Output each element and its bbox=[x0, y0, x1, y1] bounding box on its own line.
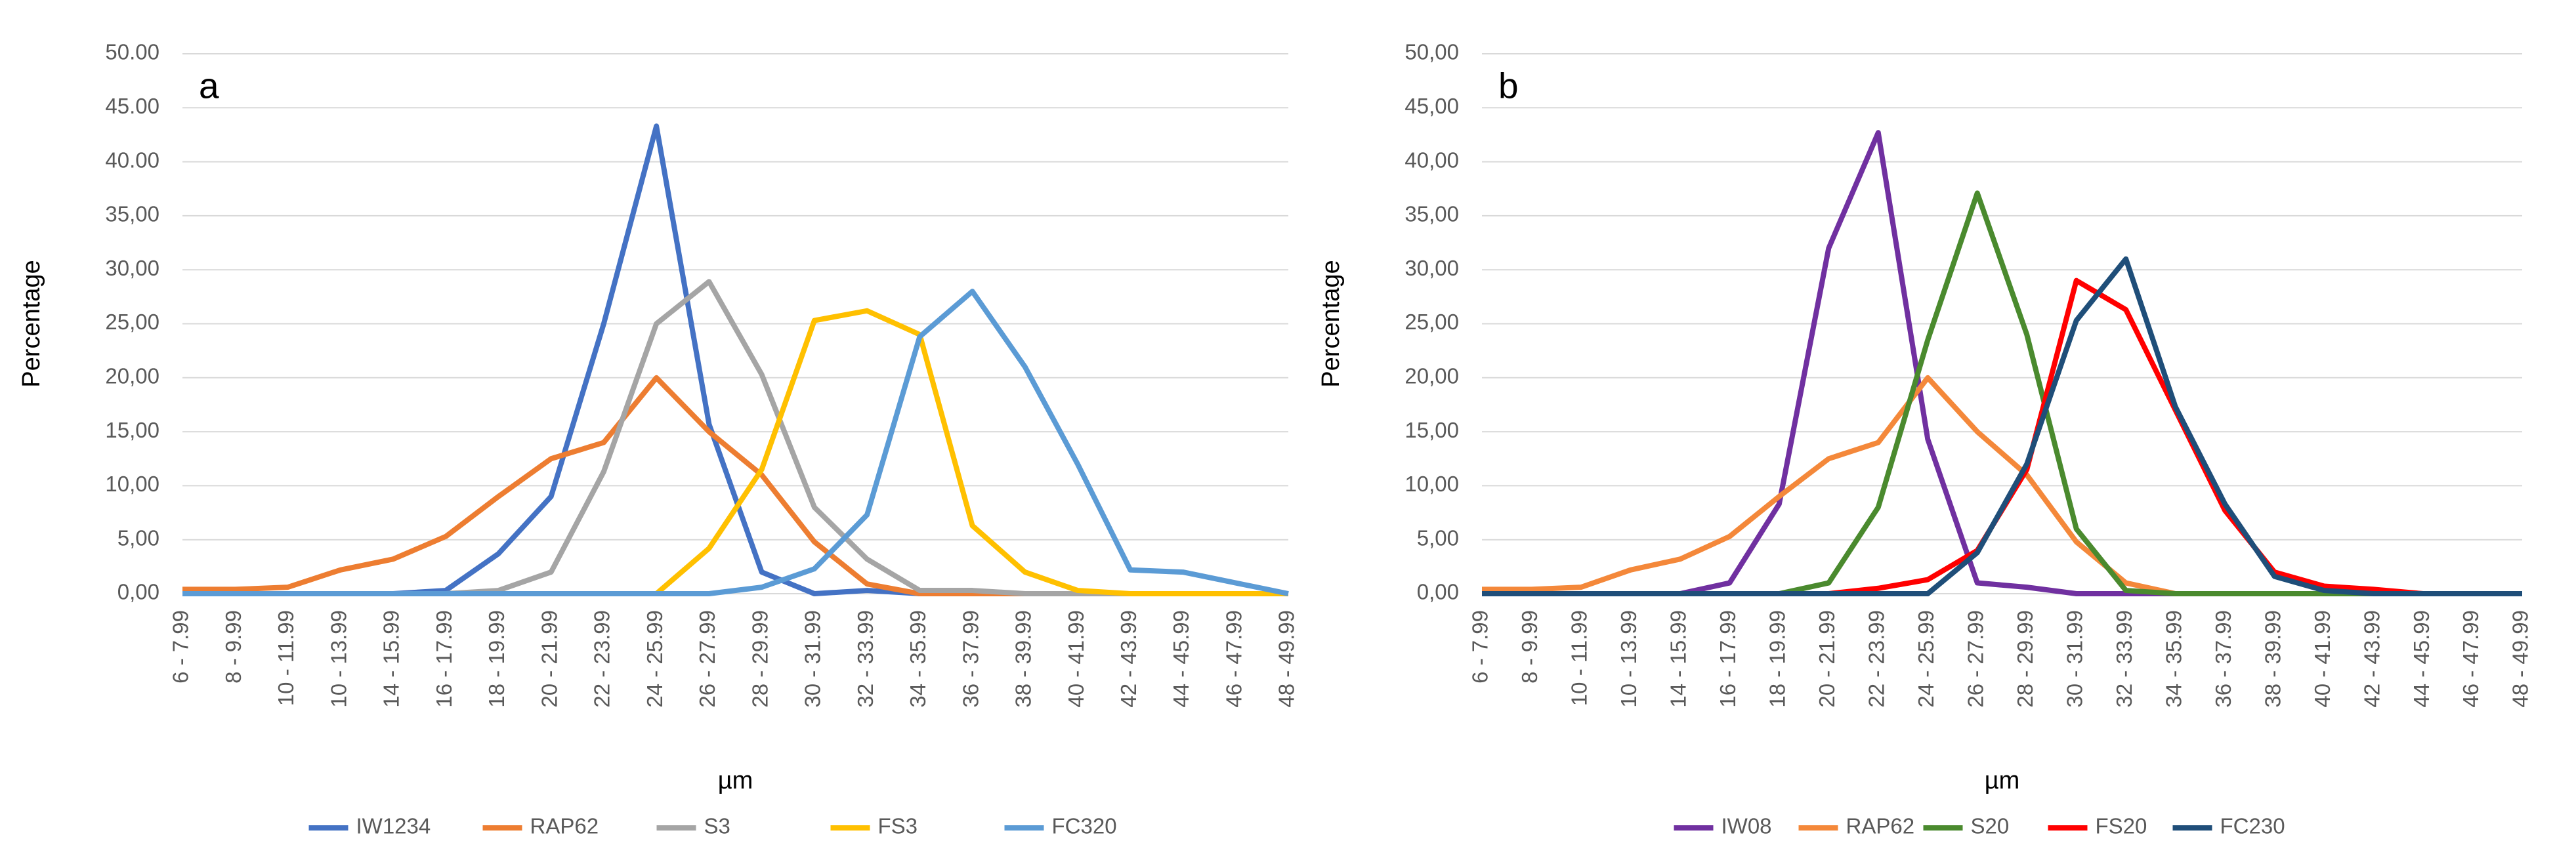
x-tick-label: 18 - 19.99 bbox=[484, 610, 509, 708]
series-line bbox=[1482, 130, 2522, 596]
y-tick-label: 20,00 bbox=[1404, 364, 1459, 388]
series-line bbox=[182, 279, 1288, 596]
x-tick-label: 36 - 37.99 bbox=[958, 610, 982, 708]
x-tick-label: 22 - 23.99 bbox=[590, 610, 614, 708]
y-tick-label: 40,00 bbox=[1404, 148, 1459, 172]
x-tick-label: 16 - 17.99 bbox=[432, 610, 456, 708]
x-tick-label: 6 - 7.99 bbox=[169, 610, 193, 684]
legend-label: RAP62 bbox=[1846, 814, 1915, 838]
x-tick-label: 36 - 37.99 bbox=[2211, 610, 2235, 708]
x-tick-label: 20 - 21.99 bbox=[537, 610, 561, 708]
y-tick-label: 0,00 bbox=[117, 580, 159, 604]
x-tick-label: 22 - 23.99 bbox=[1865, 610, 1889, 708]
chart-label: a bbox=[199, 66, 219, 106]
x-tick-label: 34 - 35.99 bbox=[906, 610, 930, 708]
y-tick-label: 35,00 bbox=[105, 202, 159, 226]
legend-label: S20 bbox=[1971, 814, 2010, 838]
legend-label: FC320 bbox=[1052, 814, 1117, 838]
x-tick-label: 48 - 49.99 bbox=[1275, 610, 1299, 708]
legend-label: FS20 bbox=[2096, 814, 2147, 838]
y-tick-label: 50,00 bbox=[1404, 40, 1459, 64]
y-tick-label: 30,00 bbox=[1404, 256, 1459, 280]
x-tick-label: 30 - 31.99 bbox=[2062, 610, 2086, 708]
series-line bbox=[1482, 190, 2522, 596]
legend-label: S3 bbox=[704, 814, 730, 838]
y-tick-label: 25,00 bbox=[1404, 310, 1459, 334]
y-axis-title: Percentage bbox=[1317, 260, 1345, 387]
x-tick-label: 8 - 9.99 bbox=[221, 610, 245, 684]
x-tick-label: 18 - 19.99 bbox=[1765, 610, 1790, 708]
y-tick-label: 35,00 bbox=[1404, 202, 1459, 226]
x-tick-label: 10 - 11.99 bbox=[1567, 610, 1592, 706]
x-axis-title: µm bbox=[1985, 767, 2020, 794]
y-tick-label: 25,00 bbox=[105, 310, 159, 334]
y-tick-label: 10,00 bbox=[105, 472, 159, 496]
x-tick-label: 20 - 21.99 bbox=[1815, 610, 1839, 708]
x-tick-label: 24 - 25.99 bbox=[1914, 610, 1938, 708]
x-tick-label: 32 - 33.99 bbox=[2112, 610, 2136, 708]
y-tick-label: 45.00 bbox=[105, 94, 159, 118]
x-tick-label: 10 - 13.99 bbox=[1616, 610, 1641, 708]
legend-label: FS3 bbox=[878, 814, 918, 838]
series-line bbox=[1482, 277, 2522, 596]
y-tick-label: 15,00 bbox=[105, 418, 159, 442]
series-line bbox=[1482, 256, 2522, 596]
series-line bbox=[182, 289, 1289, 596]
x-tick-label: 38 - 39.99 bbox=[2260, 610, 2285, 708]
x-tick-label: 28 - 29.99 bbox=[748, 610, 772, 708]
x-tick-label: 40 - 41.99 bbox=[1064, 610, 1088, 708]
x-tick-label: 44 - 45.99 bbox=[2409, 610, 2434, 708]
x-tick-label: 8 - 9.99 bbox=[1517, 610, 1542, 684]
x-tick-label: 30 - 31.99 bbox=[801, 610, 825, 708]
x-tick-label: 16 - 17.99 bbox=[1716, 610, 1740, 708]
x-tick-label: 42 - 43.99 bbox=[1116, 610, 1141, 708]
x-tick-label: 38 - 39.99 bbox=[1011, 610, 1036, 708]
x-tick-label: 14 - 15.99 bbox=[379, 610, 404, 708]
x-tick-label: 40 - 41.99 bbox=[2310, 610, 2334, 708]
legend-label: IW08 bbox=[1721, 814, 1772, 838]
y-axis-title: Percentage bbox=[18, 260, 45, 387]
y-tick-label: 30,00 bbox=[105, 256, 159, 280]
chart-label: b bbox=[1498, 66, 1519, 106]
y-tick-label: 40.00 bbox=[105, 148, 159, 172]
legend-label: FC230 bbox=[2220, 814, 2285, 838]
x-tick-label: 42 - 43.99 bbox=[2359, 610, 2384, 708]
x-tick-label: 24 - 25.99 bbox=[643, 610, 667, 708]
y-tick-label: 5,00 bbox=[117, 525, 159, 550]
y-tick-label: 45,00 bbox=[1404, 94, 1459, 118]
x-tick-label: 26 - 27.99 bbox=[695, 610, 719, 708]
x-tick-label: 28 - 29.99 bbox=[2013, 610, 2037, 708]
y-tick-label: 0,00 bbox=[1417, 580, 1459, 604]
y-tick-label: 15,00 bbox=[1404, 418, 1459, 442]
x-tick-label: 6 - 7.99 bbox=[1468, 610, 1492, 684]
x-tick-label: 48 - 49.99 bbox=[2508, 610, 2533, 708]
x-tick-label: 26 - 27.99 bbox=[1963, 610, 1987, 708]
x-tick-label: 46 - 47.99 bbox=[1221, 610, 1246, 708]
legend-label: RAP62 bbox=[530, 814, 599, 838]
series-line bbox=[182, 123, 1288, 596]
x-tick-label: 10 - 13.99 bbox=[326, 610, 350, 708]
y-tick-label: 10,00 bbox=[1404, 472, 1459, 496]
x-tick-label: 46 - 47.99 bbox=[2459, 610, 2483, 708]
legend-label: IW1234 bbox=[356, 814, 431, 838]
y-tick-label: 50.00 bbox=[105, 40, 159, 64]
x-tick-label: 14 - 15.99 bbox=[1666, 610, 1691, 708]
x-tick-label: 32 - 33.99 bbox=[853, 610, 877, 708]
x-tick-label: 34 - 35.99 bbox=[2161, 610, 2185, 708]
x-tick-label: 10 - 11.99 bbox=[274, 610, 298, 706]
y-tick-label: 20,00 bbox=[105, 364, 159, 388]
x-axis-title: µm bbox=[718, 767, 753, 794]
y-tick-label: 5,00 bbox=[1417, 525, 1459, 550]
x-tick-label: 44 - 45.99 bbox=[1169, 610, 1193, 708]
